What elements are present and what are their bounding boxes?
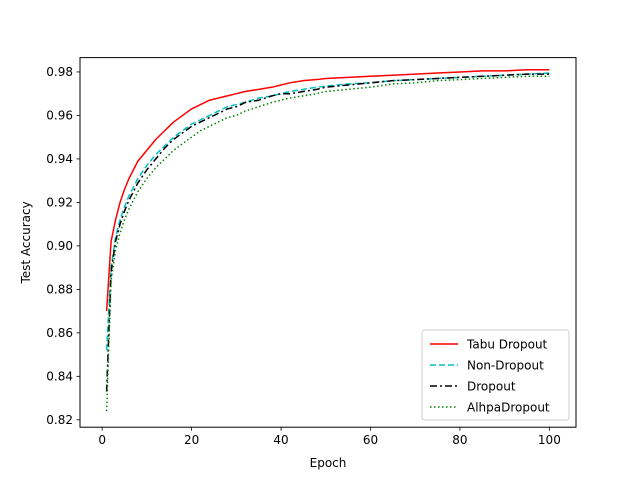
series-line-dropout bbox=[105, 73, 550, 392]
x-tick-label: 20 bbox=[184, 433, 199, 447]
y-tick-label: 0.96 bbox=[46, 109, 73, 123]
series-line-tabu-dropout bbox=[105, 69, 550, 312]
y-tick-label: 0.88 bbox=[46, 283, 73, 297]
y-tick-label: 0.90 bbox=[46, 239, 73, 253]
y-tick-label: 0.98 bbox=[46, 65, 73, 79]
y-axis-label: Test Accuracy bbox=[19, 201, 33, 284]
y-tick-label: 0.82 bbox=[46, 413, 73, 427]
legend-label: Tabu Dropout bbox=[466, 338, 548, 352]
legend-label: Non-Dropout bbox=[467, 359, 544, 373]
x-axis-label: Epoch bbox=[310, 456, 347, 470]
y-axis: 0.82 0.84 0.86 0.88 0.90 0.92 0.94 0.96 0.98 bbox=[46, 65, 80, 427]
series-line-non-dropout bbox=[105, 72, 550, 351]
y-tick-label: 0.92 bbox=[46, 196, 73, 210]
x-tick-label: 100 bbox=[538, 433, 561, 447]
y-tick-label: 0.94 bbox=[46, 152, 73, 166]
plot-lines bbox=[105, 69, 550, 412]
y-tick-label: 0.84 bbox=[46, 370, 73, 384]
plot-frame bbox=[79, 57, 577, 428]
legend: Tabu Dropout Non-Dropout Dropout AlhpaDropo… bbox=[421, 329, 570, 421]
x-tick-label: 60 bbox=[363, 433, 378, 447]
x-tick-label: 0 bbox=[98, 433, 106, 447]
legend-label: Dropout bbox=[467, 380, 516, 394]
legend-label: AlhpaDropout bbox=[467, 401, 550, 415]
y-tick-label: 0.86 bbox=[46, 326, 73, 340]
x-tick-label: 40 bbox=[273, 433, 288, 447]
x-axis: 0 20 40 60 80 100 bbox=[98, 427, 561, 447]
legend-box bbox=[421, 329, 570, 421]
x-tick-label: 80 bbox=[452, 433, 467, 447]
